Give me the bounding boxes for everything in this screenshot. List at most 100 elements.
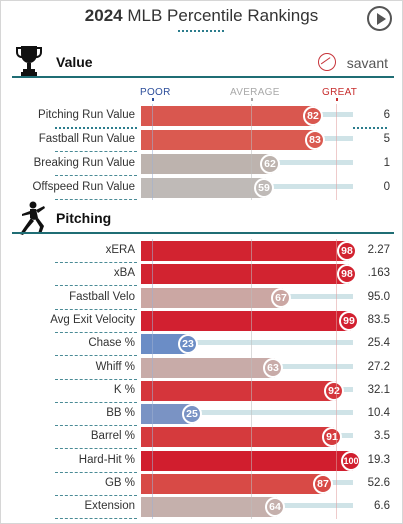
value-section-header: Value savant [12, 44, 394, 78]
scale-average-tick [251, 98, 253, 101]
row-separator [55, 471, 137, 473]
percentile-row[interactable]: Barrel % 91 3.5 [0, 425, 403, 450]
metric-value: .163 [367, 267, 390, 280]
percentile-row[interactable]: Extension 64 6.6 [0, 495, 403, 520]
percentile-badge: 59 [254, 178, 274, 198]
play-icon[interactable] [367, 6, 392, 31]
percentile-badge: 23 [178, 334, 198, 355]
percentile-row[interactable]: GB % 87 52.6 [0, 472, 403, 496]
metric-label: Whiff % [95, 360, 135, 373]
pitcher-icon [16, 200, 48, 241]
pitching-section-header: Pitching [12, 200, 394, 235]
scale-average-label: AVERAGE [230, 87, 280, 98]
scale-grid-line [251, 239, 252, 519]
metric-value: 27.2 [367, 360, 390, 373]
percentile-row[interactable]: Fastball Run Value 83 5 [0, 128, 403, 152]
scale-grid-line [336, 239, 337, 519]
row-separator [55, 495, 137, 496]
section-divider [12, 76, 394, 78]
percentile-bar [141, 264, 349, 285]
metric-value: 5 [383, 133, 390, 145]
percentile-badge: 83 [305, 130, 325, 150]
percentile-bar [141, 154, 272, 174]
metric-value: 19.3 [367, 453, 390, 466]
percentile-bar [141, 427, 334, 448]
percentile-row[interactable]: xBA 98 .163 [0, 262, 403, 287]
active-row-marker [353, 127, 387, 129]
metric-value: 83.5 [367, 313, 390, 326]
percentile-bar [141, 130, 317, 150]
savant-brand[interactable]: savant [346, 55, 388, 71]
percentile-row[interactable]: xERA 98 2.27 [0, 239, 403, 263]
row-separator [55, 518, 137, 520]
row-separator [55, 199, 137, 200]
scale-grid-line [152, 104, 153, 200]
percentile-row[interactable]: Offspeed Run Value 59 0 [0, 176, 403, 200]
percentile-row[interactable]: Whiff % 63 27.2 [0, 356, 403, 380]
scale-grid-line [251, 104, 252, 200]
value-section-title: Value [56, 54, 93, 70]
trophy-icon [16, 44, 42, 83]
section-divider [12, 232, 394, 234]
percentile-row[interactable]: Hard-Hit % 100 19.3 [0, 449, 403, 473]
metric-label: BB % [106, 407, 135, 420]
percentile-row[interactable]: BB % 25 10.4 [0, 402, 403, 427]
metric-label: Offspeed Run Value [32, 181, 135, 193]
percentile-track [141, 340, 353, 346]
percentile-bar [141, 404, 194, 425]
percentile-bar [141, 334, 190, 355]
active-row-marker [55, 127, 137, 129]
percentile-badge: 91 [322, 427, 342, 448]
metric-label: GB % [104, 477, 135, 489]
metric-label: Fastball Velo [69, 290, 135, 303]
percentile-bar [141, 357, 275, 378]
row-separator [55, 285, 137, 287]
scale-poor-label: POOR [140, 87, 171, 98]
title-text: MLB Percentile Rankings [127, 6, 319, 25]
row-separator [55, 378, 137, 380]
scale-great-label: GREAT [322, 87, 358, 98]
scale-grid-line [152, 239, 153, 519]
metric-value: 52.6 [367, 477, 390, 489]
percentile-bar [141, 474, 325, 494]
percentile-row[interactable]: K % 92 32.1 [0, 379, 403, 403]
row-separator [55, 175, 137, 176]
scale-grid-line [336, 104, 337, 200]
row-separator [55, 355, 137, 357]
title-year: 2024 [84, 6, 123, 25]
row-separator [55, 262, 137, 263]
metric-label: K % [113, 383, 135, 396]
percentile-row[interactable]: Avg Exit Velocity 99 83.5 [0, 309, 403, 333]
percentile-bar [141, 497, 277, 518]
metric-label: Chase % [88, 337, 135, 350]
row-separator [55, 151, 137, 152]
metric-label: xBA [113, 267, 135, 280]
percentile-badge: 87 [313, 474, 333, 494]
metric-value: 10.4 [367, 407, 390, 420]
percentile-row[interactable]: Fastball Velo 67 95.0 [0, 286, 403, 310]
metric-label: Hard-Hit % [78, 453, 135, 466]
percentile-badge: 62 [260, 154, 280, 174]
percentile-bar [141, 380, 336, 401]
page-title: 2024 MLB Percentile Rankings [0, 6, 403, 26]
metric-label: Pitching Run Value [38, 109, 135, 121]
percentile-badge: 98 [337, 264, 357, 285]
metric-value: 2.27 [367, 244, 390, 256]
metric-label: Avg Exit Velocity [50, 313, 135, 326]
percentile-badge: 64 [265, 497, 285, 518]
percentile-track [141, 410, 353, 416]
percentile-badge: 25 [182, 404, 202, 425]
percentile-bar [141, 310, 351, 331]
title-underline [178, 30, 224, 32]
percentile-row[interactable]: Chase % 23 25.4 [0, 332, 403, 357]
percentile-badge: 82 [303, 106, 323, 126]
percentile-bar [141, 287, 283, 308]
percentile-bar [141, 178, 266, 198]
percentile-row[interactable]: Pitching Run Value 82 6 [0, 104, 403, 129]
percentile-row[interactable]: Breaking Run Value 62 1 [0, 152, 403, 176]
row-separator [55, 401, 137, 403]
savant-logo-icon [318, 53, 336, 71]
scale-great-tick [336, 98, 338, 101]
metric-value: 6 [383, 109, 390, 121]
metric-value: 25.4 [367, 337, 390, 350]
